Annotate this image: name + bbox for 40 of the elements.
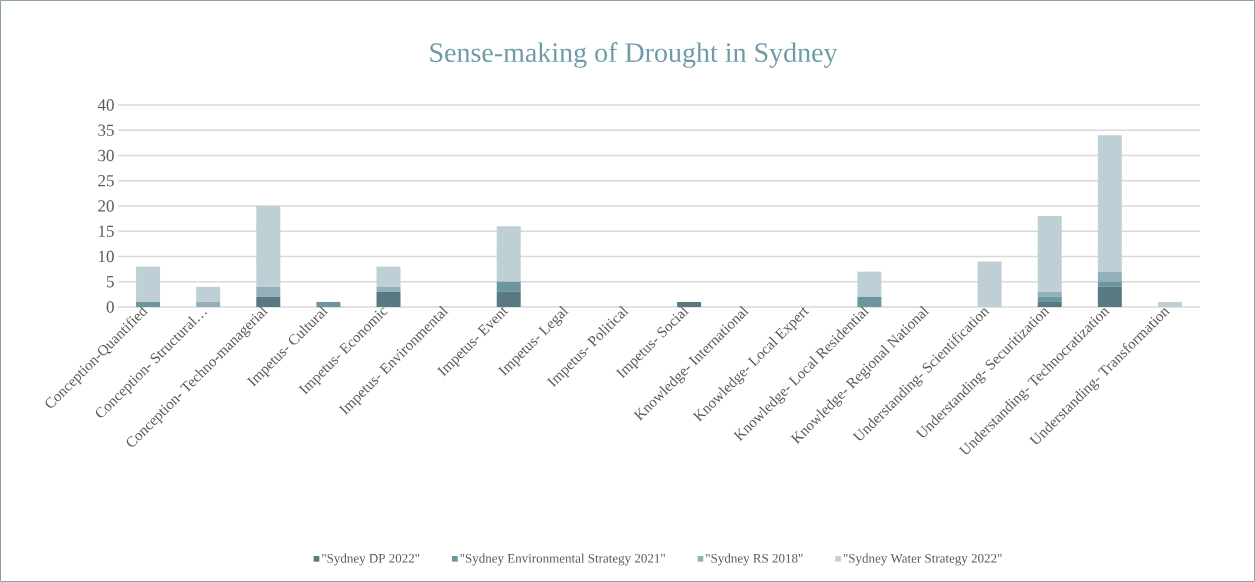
bar — [1037, 216, 1062, 292]
bar — [376, 266, 401, 287]
bar — [136, 266, 161, 302]
y-tick-label: 5 — [106, 276, 114, 288]
legend-label: "Sydney DP 2022" — [322, 553, 420, 566]
y-tick-label: 10 — [98, 250, 114, 263]
legend-label: "Sydney Environmental Strategy 2021" — [460, 553, 665, 566]
bar — [496, 291, 521, 307]
chart-title: Sense-making of Drought in Sydney — [430, 42, 838, 68]
y-tick-label: 15 — [98, 225, 114, 237]
y-tick-label: 30 — [98, 149, 114, 162]
bar — [316, 301, 341, 307]
bar — [1097, 286, 1122, 307]
bar — [256, 286, 281, 297]
legend-label: "Sydney RS 2018" — [706, 553, 803, 566]
y-tick-label: 25 — [98, 175, 114, 187]
bar — [977, 261, 1002, 307]
bar — [196, 301, 221, 307]
bar — [376, 286, 401, 292]
bar — [1097, 281, 1122, 287]
bar — [136, 301, 161, 307]
y-tick-label: 35 — [98, 124, 114, 136]
bar — [857, 296, 882, 307]
legend-label: "Sydney Water Strategy 2022" — [843, 553, 1002, 566]
bar — [1097, 271, 1122, 282]
bar — [256, 296, 281, 307]
bar — [196, 286, 221, 302]
bar — [1037, 301, 1062, 307]
bar — [857, 271, 882, 297]
bar — [1157, 301, 1182, 307]
bar — [256, 205, 281, 287]
bar — [1097, 135, 1122, 272]
bar — [496, 281, 521, 292]
bar — [376, 291, 401, 307]
bar — [677, 301, 702, 307]
y-tick-label: 20 — [98, 200, 114, 212]
bar — [1037, 291, 1062, 297]
bar — [1037, 296, 1062, 302]
y-tick-label: 40 — [97, 99, 114, 111]
bar — [496, 226, 521, 282]
